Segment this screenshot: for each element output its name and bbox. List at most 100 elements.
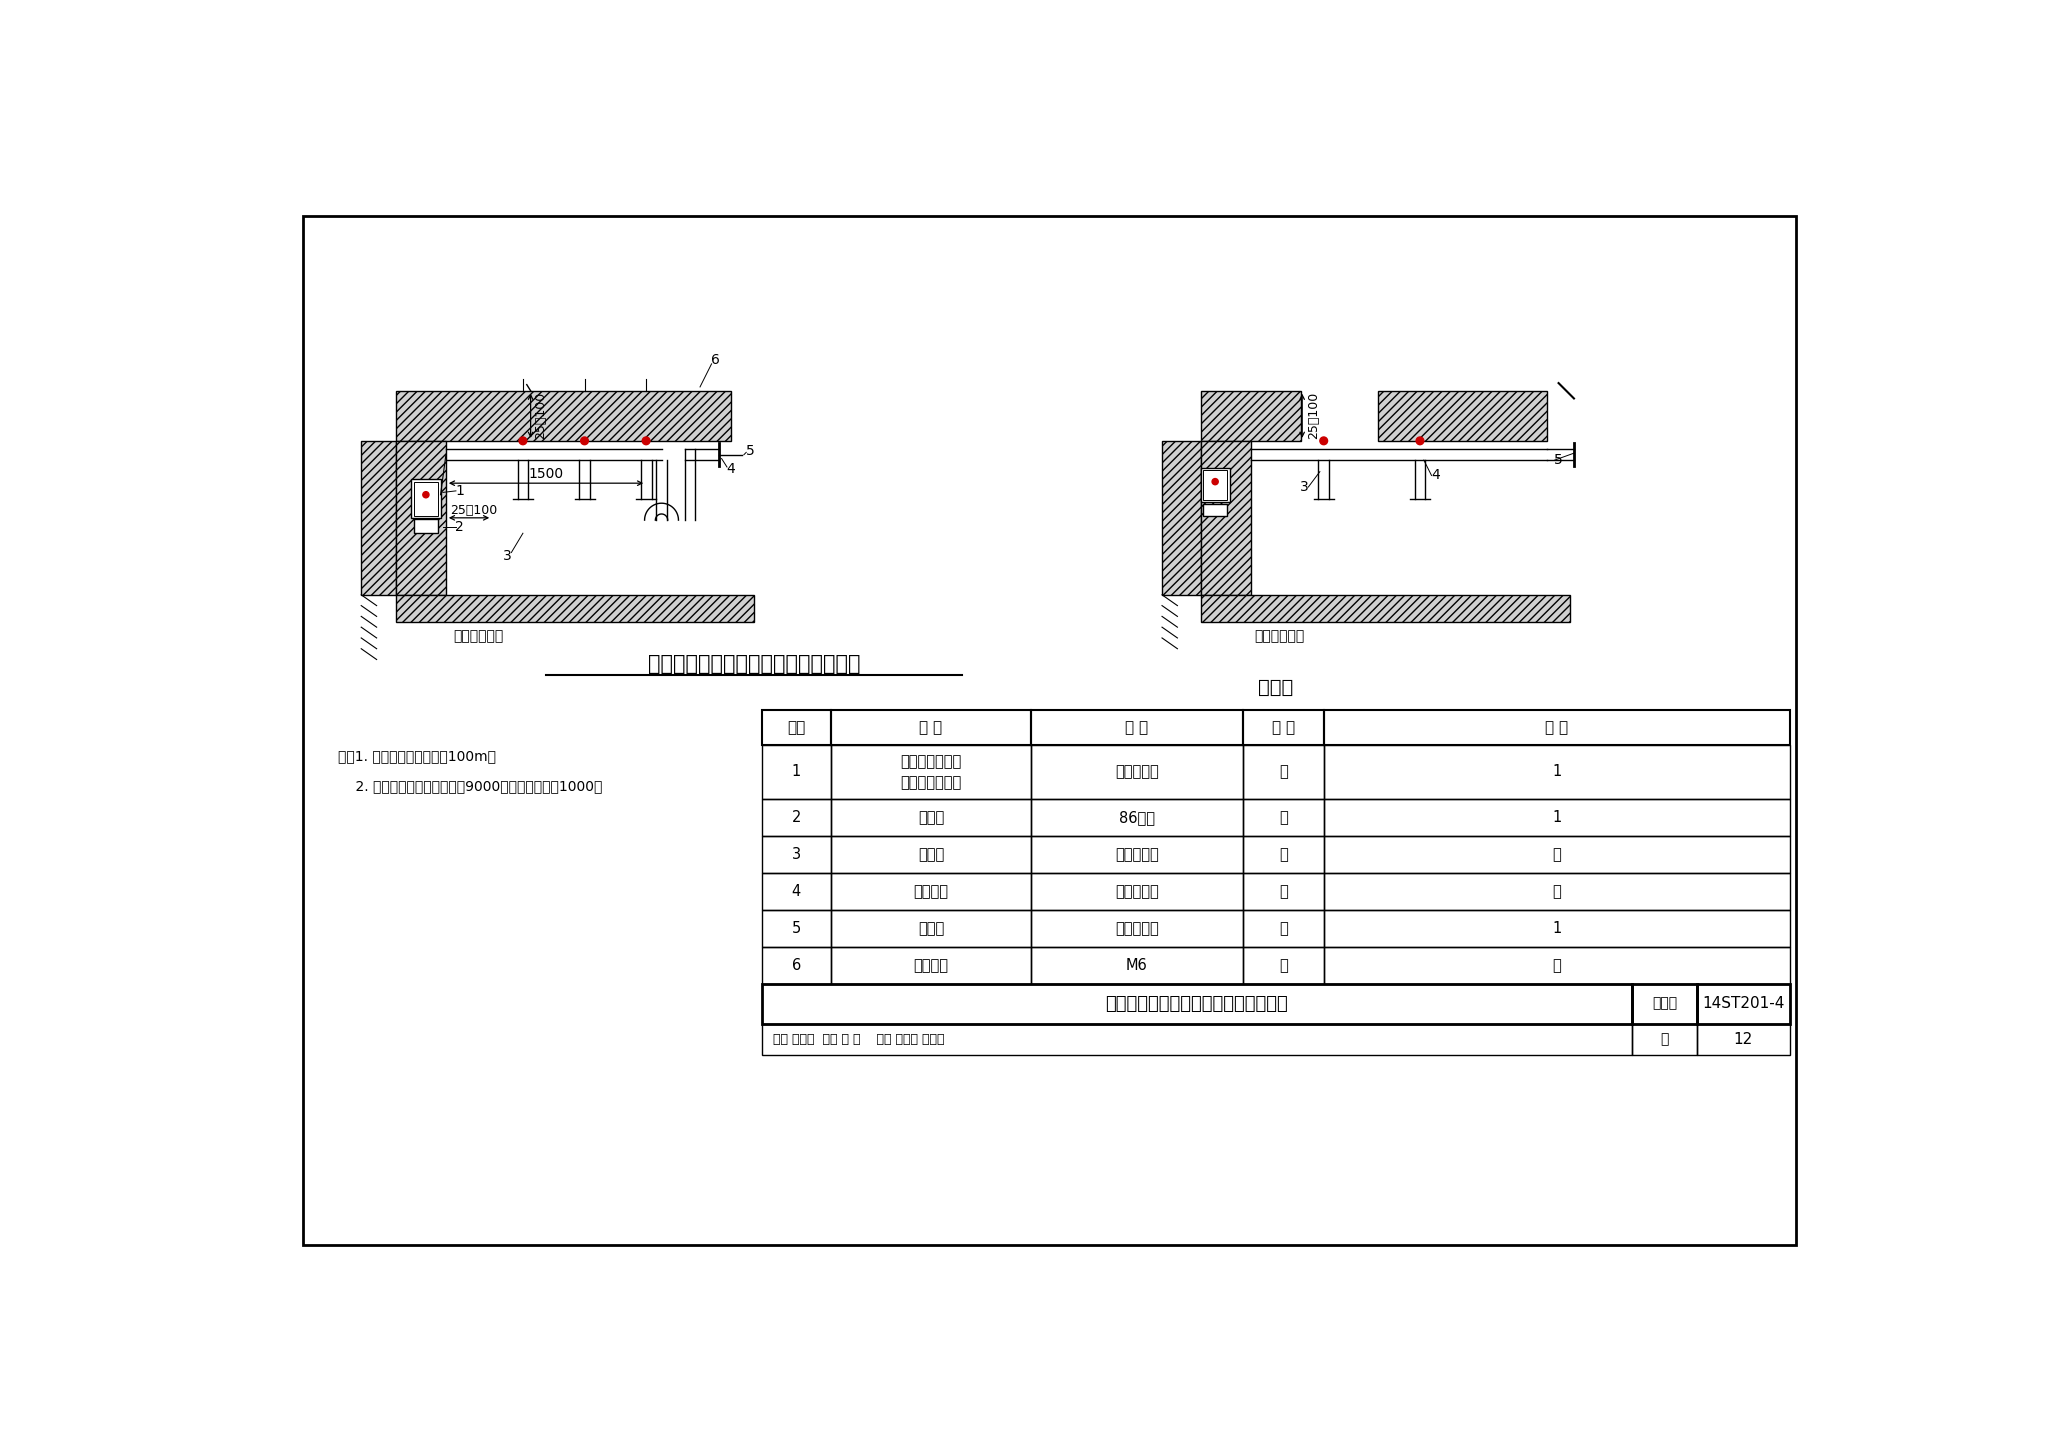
Bar: [762, 745, 831, 799]
Bar: [831, 799, 1030, 836]
Text: 25～100: 25～100: [1307, 392, 1319, 440]
Text: 4: 4: [1432, 469, 1440, 482]
Text: 审核 姚凤成  校对 杨 琪    设计 李俊青 李佳奇: 审核 姚凤成 校对 杨 琪 设计 李俊青 李佳奇: [774, 1033, 944, 1046]
Bar: [1030, 710, 1243, 745]
Bar: [1323, 873, 1790, 910]
Text: 楼面（地面）: 楼面（地面）: [453, 629, 504, 644]
Bar: [1243, 836, 1323, 873]
Bar: [1202, 504, 1227, 517]
Circle shape: [643, 437, 649, 444]
Bar: [762, 873, 831, 910]
Bar: [412, 479, 440, 518]
Text: 注：1. 采样管长度不宜超过100m。: 注：1. 采样管长度不宜超过100m。: [338, 750, 496, 763]
Text: 3: 3: [1300, 480, 1309, 493]
Bar: [762, 836, 831, 873]
Text: －: －: [1552, 846, 1561, 862]
Text: 86系列: 86系列: [1118, 810, 1155, 825]
Bar: [831, 910, 1030, 946]
Text: M6: M6: [1126, 958, 1147, 972]
Text: 管路采样式吸气
感烟火灾探测器: 管路采样式吸气 感烟火灾探测器: [901, 754, 963, 790]
Text: 末端帽: 末端帽: [918, 920, 944, 936]
Text: 2. 采样点间距最大不应超过9000，最小不应小于1000。: 2. 采样点间距最大不应超过9000，最小不应小于1000。: [338, 780, 602, 793]
Text: 见设计选型: 见设计选型: [1114, 920, 1159, 936]
Bar: [1202, 470, 1227, 501]
Bar: [762, 984, 1632, 1023]
Bar: [1161, 441, 1200, 595]
Text: 25－100: 25－100: [451, 504, 498, 517]
Text: 材料表: 材料表: [1257, 677, 1292, 696]
Text: 个: 个: [1278, 884, 1288, 899]
Bar: [762, 799, 831, 836]
Text: 采样孔: 采样孔: [918, 846, 944, 862]
Text: 1: 1: [1552, 920, 1561, 936]
Text: 名 称: 名 称: [920, 721, 942, 735]
Bar: [1030, 745, 1243, 799]
Text: 接线盒: 接线盒: [918, 810, 944, 825]
Bar: [1243, 710, 1323, 745]
Bar: [831, 873, 1030, 910]
Bar: [1200, 595, 1571, 622]
Text: 2: 2: [793, 810, 801, 825]
Text: 膨胀螺栓: 膨胀螺栓: [913, 958, 948, 972]
Text: 塑料支架: 塑料支架: [913, 884, 948, 899]
Bar: [1323, 836, 1790, 873]
Text: 页: 页: [1661, 1032, 1669, 1046]
Circle shape: [518, 437, 526, 444]
Bar: [762, 710, 831, 745]
Bar: [1378, 391, 1546, 441]
Circle shape: [1415, 437, 1423, 444]
Text: 3: 3: [504, 550, 512, 563]
Text: 5: 5: [745, 444, 754, 457]
Text: 见设计选型: 见设计选型: [1114, 764, 1159, 780]
Bar: [360, 441, 395, 595]
Text: 单 位: 单 位: [1272, 721, 1294, 735]
Text: 1: 1: [1552, 764, 1561, 780]
Bar: [1030, 873, 1243, 910]
Bar: [762, 946, 831, 984]
Text: 2: 2: [455, 519, 465, 534]
Text: 25～100: 25～100: [535, 392, 547, 440]
Bar: [395, 595, 754, 622]
Bar: [1030, 946, 1243, 984]
Text: 规 格: 规 格: [1126, 721, 1149, 735]
Bar: [1323, 799, 1790, 836]
Text: 管路采样式吸气感烟火灾探测器安装图: 管路采样式吸气感烟火灾探测器安装图: [647, 654, 860, 674]
Bar: [1243, 873, 1323, 910]
Bar: [831, 946, 1030, 984]
Text: 个: 个: [1278, 764, 1288, 780]
Bar: [395, 441, 446, 595]
Bar: [1200, 441, 1251, 595]
Bar: [1030, 836, 1243, 873]
Bar: [1243, 799, 1323, 836]
Text: 5: 5: [793, 920, 801, 936]
Circle shape: [582, 437, 588, 444]
Text: 数 量: 数 量: [1544, 721, 1569, 735]
Bar: [831, 836, 1030, 873]
Bar: [1698, 984, 1790, 1023]
Circle shape: [1212, 479, 1219, 485]
Circle shape: [422, 492, 428, 498]
Bar: [1323, 745, 1790, 799]
Bar: [1632, 984, 1698, 1023]
Bar: [414, 519, 438, 534]
Bar: [1243, 946, 1323, 984]
Bar: [762, 910, 831, 946]
Bar: [1243, 910, 1323, 946]
Text: 个: 个: [1278, 920, 1288, 936]
Text: 1: 1: [455, 483, 465, 498]
Bar: [1243, 745, 1323, 799]
Text: 6: 6: [711, 353, 719, 368]
Bar: [1030, 799, 1243, 836]
Text: 1: 1: [793, 764, 801, 780]
Text: 序号: 序号: [786, 721, 805, 735]
Text: 12: 12: [1735, 1032, 1753, 1046]
Text: 1: 1: [1552, 810, 1561, 825]
Bar: [1323, 910, 1790, 946]
Bar: [1030, 910, 1243, 946]
Bar: [414, 482, 438, 515]
Text: 4: 4: [727, 462, 735, 476]
Bar: [762, 1023, 1632, 1055]
Text: 见设计选型: 见设计选型: [1114, 884, 1159, 899]
Text: 个: 个: [1278, 958, 1288, 972]
Bar: [1698, 1023, 1790, 1055]
